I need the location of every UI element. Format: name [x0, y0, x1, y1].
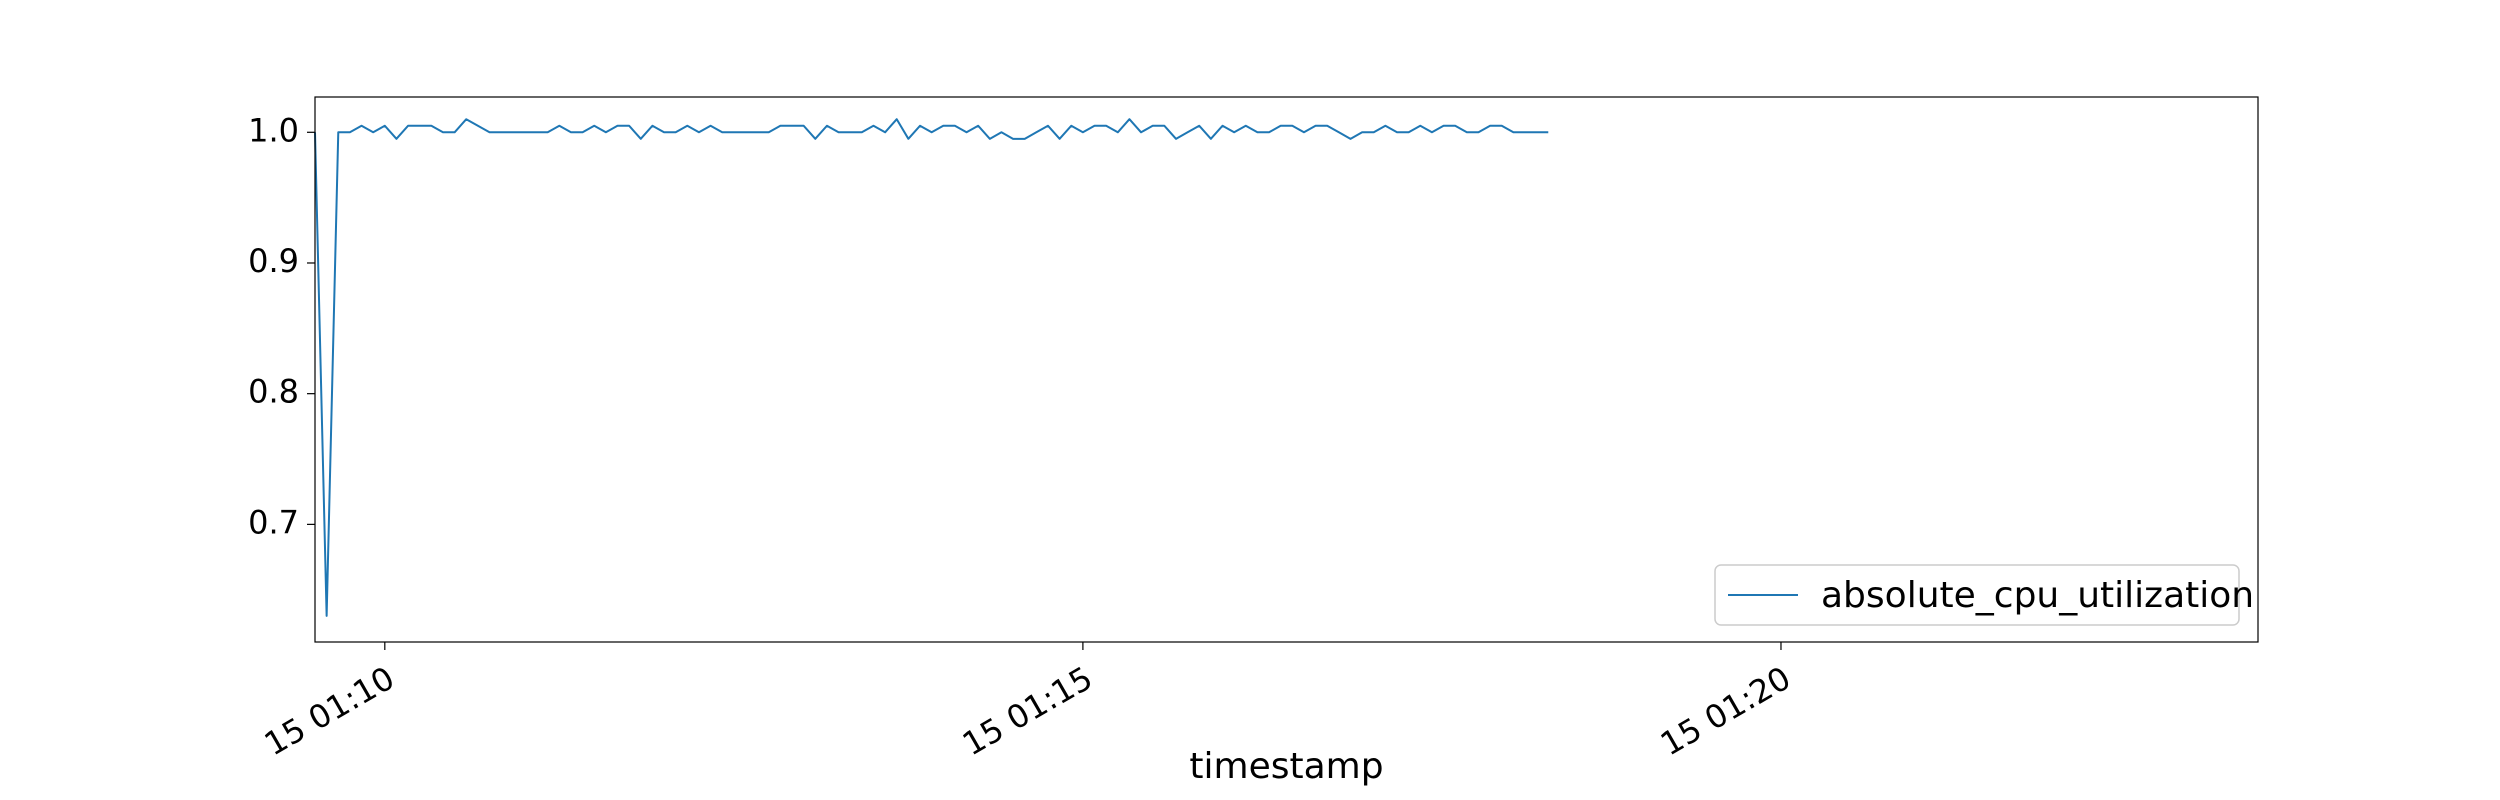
- plot-area-frame: [314, 96, 2259, 643]
- y-tick-label: 0.8: [248, 373, 299, 411]
- y-tick-label: 1.0: [248, 111, 299, 149]
- y-tick-label: 0.9: [248, 242, 299, 280]
- series-line-absolute-cpu-utilization: [314, 118, 1549, 617]
- plot-layer: [314, 118, 1549, 617]
- legend: absolute_cpu_utilization: [1714, 564, 2254, 626]
- x-axis-title: timestamp: [1189, 746, 1383, 787]
- y-axis-ticks: 0.7 0.8 0.9 1.0: [248, 111, 315, 541]
- legend-entry-absolute-cpu-utilization: absolute_cpu_utilization: [1821, 575, 2254, 616]
- legend-box: [1714, 564, 2240, 626]
- y-tick-label: 0.7: [248, 503, 299, 541]
